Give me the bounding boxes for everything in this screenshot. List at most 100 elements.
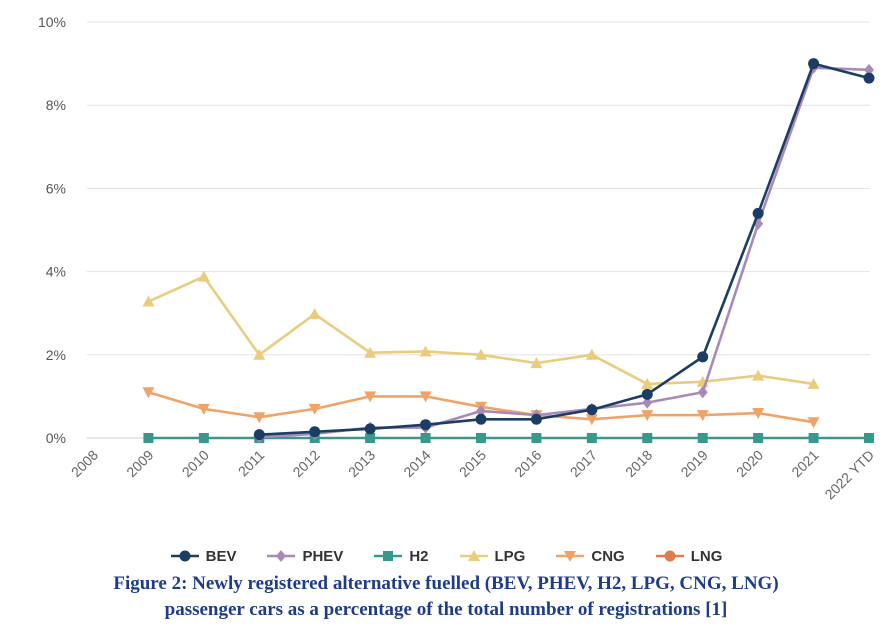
data-point-cng	[641, 410, 654, 422]
x-axis-ticks: 2008 2009 2010 2011 2012 2013 2014 2015 2016 2017…	[68, 447, 877, 503]
data-point-bev	[752, 207, 764, 219]
data-point-bev	[808, 58, 820, 70]
legend-swatch-marker	[564, 551, 577, 562]
data-point-bev	[586, 404, 598, 416]
legend-item-lpg[interactable]: LPG	[459, 547, 526, 565]
x-tick-label: 2014	[400, 447, 433, 480]
data-point-cng	[585, 414, 598, 426]
x-tick-label: 2008	[68, 447, 101, 480]
x-tick-label: 2016	[511, 447, 544, 480]
series-line-phev	[259, 66, 870, 439]
data-point-bev	[253, 429, 265, 441]
legend-swatch-marker	[664, 550, 676, 562]
data-point-lpg	[475, 348, 487, 360]
data-point-phev	[476, 404, 486, 417]
data-point-lpg	[253, 348, 266, 360]
series-bev	[253, 58, 875, 441]
legend-swatch-marker	[179, 550, 191, 562]
data-point-cng	[364, 391, 377, 403]
data-point-lpg	[752, 369, 765, 381]
data-point-cng	[197, 403, 210, 415]
data-point-cng	[696, 410, 709, 422]
series-lines	[142, 58, 875, 444]
legend-item-lng[interactable]: LNG	[655, 548, 722, 565]
x-tick-label: 2013	[345, 447, 378, 480]
data-point-cng	[807, 417, 820, 429]
line-chart: 0%2%4%6%8%10% 2008 2009 2010 2011 2012 2013 20…	[38, 14, 877, 503]
data-point-lpg	[419, 345, 432, 357]
y-tick-label: 4%	[46, 264, 66, 280]
x-tick-label: 2011	[235, 447, 268, 480]
x-tick-label: 2022 YTD	[821, 447, 877, 503]
y-tick-label: 0%	[46, 430, 66, 446]
x-tick-label: 2015	[456, 447, 489, 480]
data-point-h2	[642, 433, 653, 443]
figure-caption: Figure 2: Newly registered alternative f…	[0, 571, 892, 623]
x-tick-label: 2009	[123, 447, 156, 480]
data-point-lpg	[364, 346, 377, 358]
legend-label-h2: H2	[409, 547, 429, 565]
legend-swatch-marker	[276, 550, 287, 562]
data-point-lpg	[308, 308, 321, 320]
data-point-phev	[642, 396, 653, 409]
legend-label-phev: PHEV	[302, 547, 344, 565]
legend-item-h2[interactable]: H2	[373, 547, 429, 565]
data-point-h2	[808, 433, 819, 443]
series-h2	[143, 433, 874, 443]
x-tick-label: 2012	[289, 447, 322, 480]
data-point-bev	[697, 351, 709, 363]
data-point-bev	[863, 72, 875, 84]
data-point-h2	[586, 433, 597, 443]
data-point-h2	[365, 433, 376, 443]
y-tick-label: 10%	[38, 14, 66, 30]
legend-swatch-lng	[655, 550, 684, 562]
data-point-h2	[531, 433, 542, 443]
y-tick-label: 2%	[46, 347, 66, 363]
legend-item-phev[interactable]: PHEV	[266, 548, 343, 565]
legend-item-cng[interactable]: CNG	[555, 547, 625, 565]
data-point-h2	[864, 433, 874, 443]
y-tick-label: 6%	[46, 180, 66, 196]
data-point-lpg	[585, 348, 598, 360]
y-tick-label: 8%	[46, 97, 66, 113]
series-phev	[254, 61, 874, 444]
data-point-h2	[476, 433, 486, 443]
legend-label-lpg: LPG	[494, 547, 526, 565]
data-point-cng	[308, 403, 321, 415]
data-point-lpg	[530, 357, 543, 369]
data-point-h2	[697, 433, 708, 443]
data-point-lpg	[641, 377, 654, 389]
legend-item-bev[interactable]: BEV	[170, 548, 236, 565]
legend-swatch-cng	[556, 551, 585, 562]
legend-swatch-phev	[267, 550, 296, 562]
data-point-bev	[420, 419, 432, 431]
data-point-h2	[198, 433, 209, 443]
x-tick-label: 2010	[179, 447, 212, 480]
data-point-bev	[475, 413, 487, 425]
series-lpg	[142, 270, 820, 389]
data-point-bev	[641, 388, 653, 400]
data-point-h2	[420, 433, 431, 443]
data-point-cng	[752, 408, 765, 420]
legend-swatch-h2	[374, 551, 403, 561]
legend-swatch-bev	[170, 550, 199, 562]
data-point-phev	[864, 63, 874, 76]
x-tick-label: 2018	[622, 447, 655, 480]
legend-swatch-marker	[383, 551, 394, 561]
legend-swatch-marker	[467, 550, 480, 561]
series-line-bev	[259, 62, 870, 436]
legend: BEV PHEV H2 LPG CNG LNG	[0, 546, 892, 566]
data-point-cng	[419, 391, 432, 403]
data-point-phev	[697, 386, 708, 399]
data-point-bev	[364, 423, 376, 435]
data-point-h2	[753, 433, 764, 443]
data-point-cng	[142, 387, 155, 399]
data-point-bev	[530, 413, 542, 425]
data-point-lpg	[807, 377, 820, 389]
data-point-cng	[253, 412, 266, 424]
x-tick-label: 2020	[733, 447, 766, 480]
data-point-h2	[143, 433, 154, 443]
data-point-bev	[309, 426, 321, 438]
legend-label-cng: CNG	[591, 547, 625, 565]
x-tick-label: 2017	[567, 447, 600, 480]
